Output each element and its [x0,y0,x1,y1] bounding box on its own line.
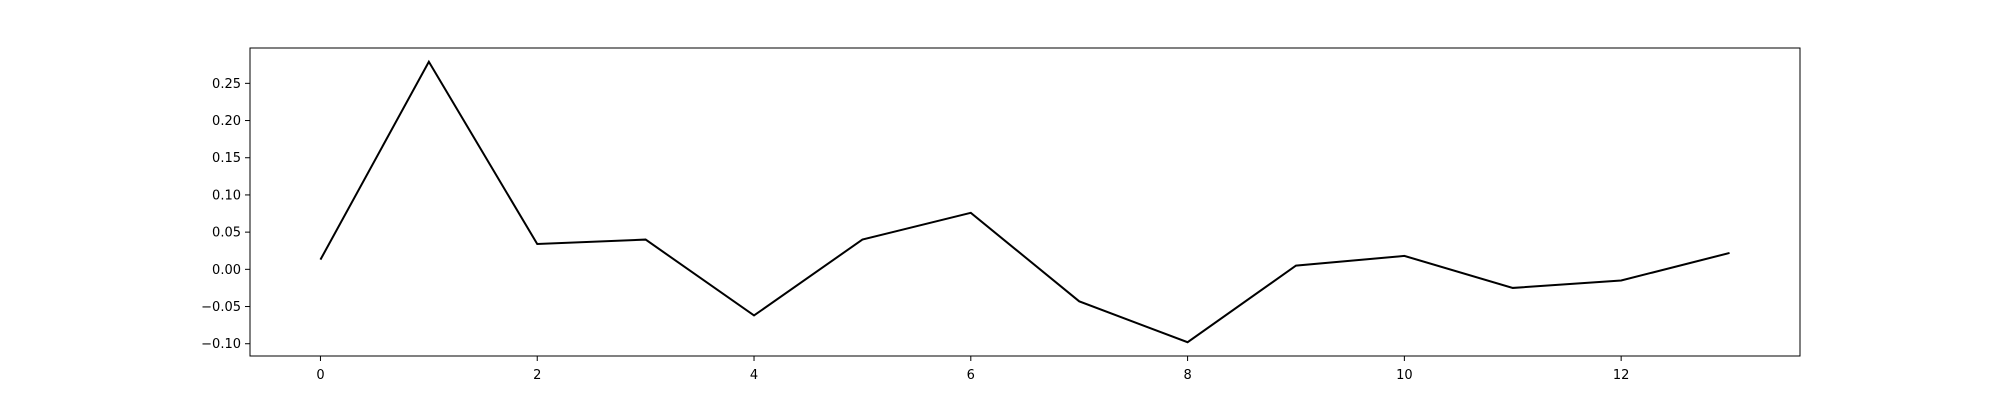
y-tick-label: 0.25 [212,77,241,92]
x-tick-label: 8 [1183,368,1191,383]
axes-frame [249,47,1801,357]
x-tick-label: 10 [1396,368,1413,383]
x-tick-label: 2 [533,368,541,383]
y-axis: −0.10 −0.05 0.00 0.05 0.10 0.15 0.20 0.25 [201,77,250,352]
y-tick-label: −0.10 [201,337,241,352]
series-line-0 [319,59,1730,344]
x-tick-label: 4 [750,368,758,383]
plot-area [319,59,1730,344]
y-tick-label: 0.15 [212,151,241,166]
y-tick-label: 0.05 [212,226,241,241]
y-tick-label: 0.20 [212,114,241,129]
x-axis: 0 2 4 6 8 10 12 [316,356,1629,383]
x-tick-label: 0 [316,368,324,383]
y-tick-label: 0.10 [212,188,241,203]
x-tick-label: 6 [967,368,975,383]
y-tick-label: −0.05 [201,300,241,315]
y-tick-label: 0.00 [212,263,241,278]
x-tick-label: 12 [1613,368,1630,383]
